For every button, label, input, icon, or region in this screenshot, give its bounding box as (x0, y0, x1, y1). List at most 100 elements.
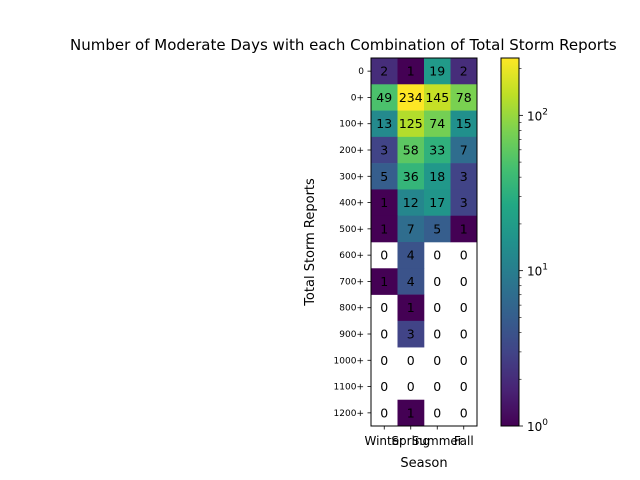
y-tick-label: 800+ (339, 304, 364, 314)
cell-value-label: 0 (407, 379, 415, 394)
cell-value-label: 1 (380, 195, 388, 210)
heatmap-cell (450, 163, 478, 190)
cell-value-label: 1 (380, 221, 388, 236)
y-axis-ticks: 0 0+ 100+ 200+ 300+ 400+ 500+ 600+ 700+ 800+ 900+ 1… (334, 67, 371, 419)
cell-value-label: 3 (460, 195, 468, 210)
cell-value-label: 0 (460, 405, 468, 420)
y-axis-label: Total Storm Reports (303, 178, 318, 307)
heatmap-cell (397, 320, 425, 348)
y-tick-label: 100+ (339, 120, 364, 130)
cell-value-label: 1 (407, 300, 415, 315)
heatmap-cell (397, 110, 425, 138)
cell-value-label: 3 (407, 327, 415, 342)
cell-value-label: 74 (429, 116, 445, 131)
y-tick-label: 300+ (339, 172, 364, 182)
x-tick-label: Summer (412, 434, 463, 448)
heatmap-cell (397, 268, 425, 295)
y-tick-label: 0+ (351, 93, 364, 103)
y-tick-label: 0 (358, 67, 364, 77)
cell-value-label: 78 (456, 90, 472, 105)
y-tick-label: 200+ (339, 146, 364, 156)
cell-value-label: 18 (429, 169, 445, 184)
heatmap-cell (424, 84, 451, 111)
cell-value-label: 15 (456, 116, 472, 131)
x-tick-label: Winter (364, 434, 404, 448)
y-tick-label: 400+ (339, 199, 364, 209)
cell-value-label: 17 (429, 195, 445, 210)
cell-value-label: 36 (403, 169, 419, 184)
y-tick-label: 700+ (339, 277, 364, 287)
heatmap-cell (371, 84, 398, 111)
cell-value-label: 0 (433, 327, 441, 342)
cell-value-label: 33 (429, 143, 445, 158)
heatmap-cell (424, 136, 451, 164)
cell-value-label: 0 (460, 379, 468, 394)
cell-value-label: 0 (433, 300, 441, 315)
cell-value-label: 1 (407, 405, 415, 420)
cell-value-label: 0 (460, 248, 468, 263)
heatmap-cell (424, 163, 451, 190)
cell-value-label: 0 (433, 379, 441, 394)
heatmap-cell (397, 163, 425, 190)
cell-value-label: 0 (380, 379, 388, 394)
cell-value-label: 0 (460, 353, 468, 368)
heatmap-cell (450, 136, 478, 164)
heatmap-cell (371, 58, 398, 85)
chart-title: Number of Moderate Days with each Combin… (70, 36, 617, 54)
heatmap-cell (371, 189, 398, 217)
cell-value-label: 0 (460, 300, 468, 315)
cell-value-label: 0 (433, 248, 441, 263)
heatmap-cell (450, 189, 478, 217)
y-tick-label: 600+ (339, 251, 364, 261)
heatmap-cell (397, 294, 425, 322)
cell-value-label: 0 (460, 274, 468, 289)
heatmap-cell (424, 58, 451, 85)
cell-value-label: 145 (425, 90, 449, 105)
cell-value-label: 0 (433, 274, 441, 289)
cell-value-label: 125 (399, 116, 423, 131)
heatmap-cells (371, 58, 478, 427)
heatmap-cell (371, 268, 398, 295)
cell-value-label: 3 (380, 143, 388, 158)
heatmap-cell (397, 58, 425, 85)
y-tick-label: 1000+ (334, 356, 364, 366)
cell-value-label: 3 (460, 169, 468, 184)
cell-value-label: 7 (460, 143, 468, 158)
cell-value-label: 0 (380, 300, 388, 315)
heatmap-cell (450, 84, 478, 111)
cell-value-label: 13 (376, 116, 392, 131)
y-tick-label: 500+ (339, 225, 364, 235)
plot-frame (370, 57, 478, 427)
heatmap-cell (424, 110, 451, 138)
cell-value-label: 4 (407, 248, 415, 263)
colorbar-tick-label: 101 (527, 263, 548, 279)
cell-value-label: 49 (376, 90, 392, 105)
cell-value-label: 4 (407, 274, 415, 289)
heatmap-cell (450, 58, 478, 85)
y-tick-label: 1100+ (334, 383, 364, 393)
colorbar-gradient (500, 57, 520, 427)
cell-value-label: 234 (399, 90, 423, 105)
cell-value-label: 0 (460, 327, 468, 342)
heatmap-cell (371, 110, 398, 138)
cell-value-label: 7 (407, 221, 415, 236)
cell-value-label: 0 (380, 327, 388, 342)
heatmap-cell (371, 136, 398, 164)
heatmap-cell (397, 84, 425, 111)
cell-value-label: 0 (380, 353, 388, 368)
y-tick-label: 900+ (339, 330, 364, 340)
heatmap-cell (397, 136, 425, 164)
cell-value-label: 0 (380, 248, 388, 263)
x-tick-label: Fall (454, 434, 474, 448)
cell-value-label: 19 (429, 64, 445, 79)
cell-value-label: 0 (407, 353, 415, 368)
y-tick-label: 1200+ (334, 409, 364, 419)
heatmap-cell (397, 242, 425, 269)
cell-value-label: 12 (403, 195, 419, 210)
colorbar-tick-label: 100 (527, 418, 548, 434)
colorbar-tick-label: 102 (527, 107, 548, 123)
cell-value-label: 0 (380, 405, 388, 420)
